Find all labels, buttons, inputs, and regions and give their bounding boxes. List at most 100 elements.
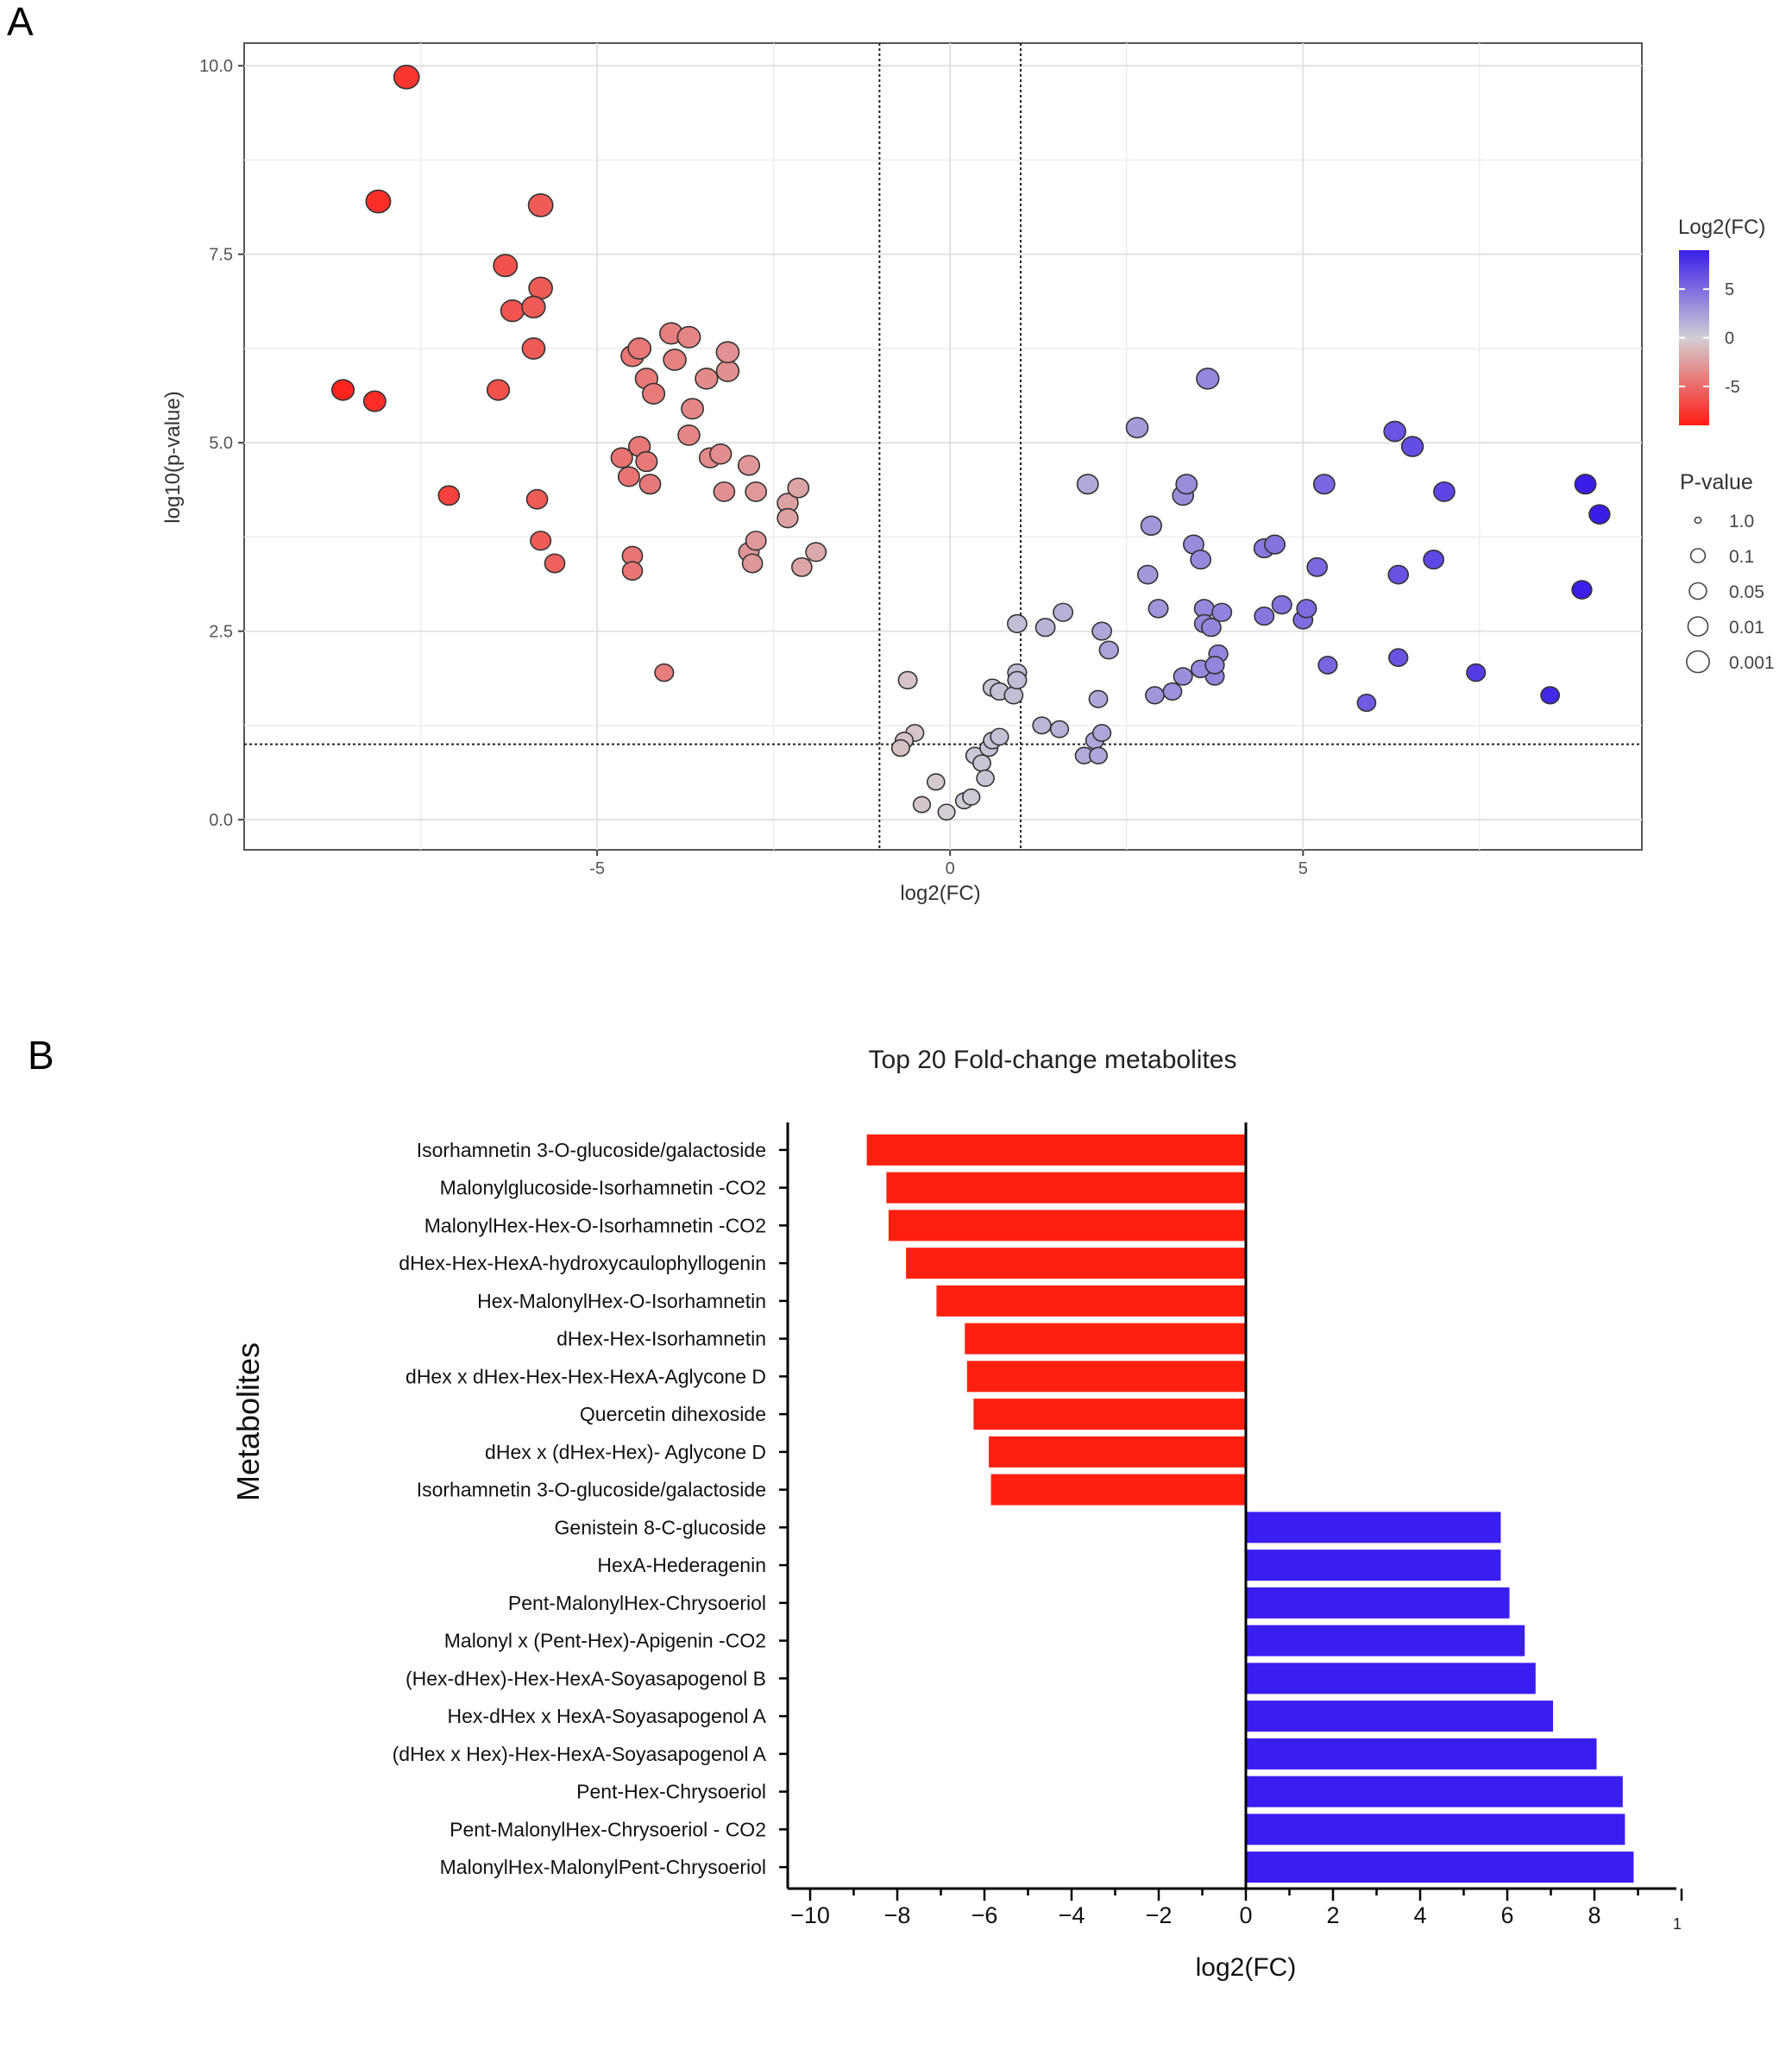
volcano-point-113 bbox=[1388, 648, 1409, 668]
bar-axes bbox=[779, 1122, 1683, 1901]
volcano-point-54 bbox=[937, 803, 956, 821]
legend-color-ticks: 5 0 -5 bbox=[1679, 280, 1740, 397]
bar-18 bbox=[1246, 1814, 1625, 1845]
volcano-point-99 bbox=[1211, 602, 1233, 622]
volcano-point-115 bbox=[1423, 550, 1445, 570]
bar-category-label-4: Hex-MalonylHex-O-Isorhamnetin bbox=[477, 1290, 766, 1312]
volcano-point-107 bbox=[1306, 556, 1328, 577]
bar-category-label-16: (dHex x Hex)-Hex-HexA-Soyasapogenol A bbox=[393, 1743, 767, 1765]
volcano-point-118 bbox=[1540, 686, 1561, 705]
volcano-point-9 bbox=[362, 390, 387, 412]
volcano-point-19 bbox=[638, 474, 662, 495]
y-tick-label-4: 10.0 bbox=[199, 57, 233, 76]
bar-category-label-2: MalonylHex-Hex-O-Isorhamnetin -CO2 bbox=[424, 1214, 766, 1236]
volcano-point-18 bbox=[635, 450, 658, 473]
volcano-point-86 bbox=[1162, 682, 1183, 701]
bar-10 bbox=[1246, 1512, 1501, 1543]
volcano-point-51 bbox=[890, 739, 910, 758]
volcano-point-14 bbox=[544, 553, 566, 574]
bar-category-label-11: HexA-Hederagenin bbox=[597, 1554, 766, 1576]
volcano-point-100 bbox=[1196, 368, 1220, 390]
volcano-point-79 bbox=[1098, 640, 1120, 660]
volcano-point-45 bbox=[787, 477, 810, 499]
bar-14 bbox=[1246, 1663, 1536, 1694]
volcano-point-67 bbox=[1007, 670, 1028, 690]
legend-size-swatch-2 bbox=[1688, 582, 1707, 600]
legend-size-swatch-4 bbox=[1686, 650, 1710, 674]
volcano-point-42 bbox=[741, 553, 764, 574]
volcano-point-120 bbox=[1574, 474, 1597, 495]
bar-x-tick-label-1: −8 bbox=[884, 1902, 911, 1928]
volcano-point-84 bbox=[1148, 599, 1169, 619]
volcano-point-101 bbox=[1254, 606, 1275, 626]
volcano-point-22 bbox=[654, 663, 675, 682]
bar-5 bbox=[965, 1323, 1246, 1355]
volcano-point-71 bbox=[1034, 618, 1056, 638]
volcano-point-75 bbox=[1089, 746, 1108, 764]
bar-category-label-10: Genistein 8-C-glucoside bbox=[555, 1516, 766, 1538]
bar-12 bbox=[1246, 1587, 1510, 1619]
volcano-points bbox=[330, 65, 1611, 821]
volcano-point-119 bbox=[1571, 580, 1593, 600]
volcano-point-37 bbox=[715, 341, 740, 364]
volcano-point-47 bbox=[805, 542, 827, 563]
bar-1 bbox=[886, 1172, 1246, 1204]
volcano-point-112 bbox=[1387, 564, 1410, 585]
panel-label-a: A bbox=[7, 0, 34, 44]
volcano-point-72 bbox=[1053, 602, 1074, 622]
volcano-point-1 bbox=[365, 189, 392, 214]
volcano-point-39 bbox=[745, 481, 768, 502]
bar-category-label-0: Isorhamnetin 3-O-glucoside/galactoside bbox=[417, 1139, 766, 1161]
volcano-point-69 bbox=[1032, 716, 1052, 735]
volcano-point-110 bbox=[1356, 694, 1377, 713]
legend-color-title: Log2(FC) bbox=[1678, 216, 1765, 239]
volcano-point-28 bbox=[676, 325, 701, 349]
legend-size-label-0: 1.0 bbox=[1729, 512, 1754, 531]
volcano-tick-labels: -5 0 5 0.0 2.5 5.0 7.5 10.0 bbox=[199, 57, 1308, 878]
volcano-point-94 bbox=[1201, 618, 1222, 638]
legend-size-label-2: 0.05 bbox=[1729, 582, 1764, 602]
volcano-point-80 bbox=[1076, 474, 1099, 495]
volcano-point-8 bbox=[330, 379, 355, 401]
volcano-y-axis-label: log10(p-value) bbox=[161, 391, 185, 523]
volcano-point-68 bbox=[1006, 613, 1028, 633]
bar-x-tick-label-0: −10 bbox=[790, 1902, 830, 1928]
bar-9 bbox=[990, 1474, 1246, 1506]
bar-11 bbox=[1246, 1550, 1501, 1581]
volcano-point-41 bbox=[745, 531, 767, 551]
volcano-point-117 bbox=[1466, 663, 1487, 682]
bar-x-tick-label-9: 8 bbox=[1588, 1902, 1600, 1928]
bar-category-label-9: Isorhamnetin 3-O-glucoside/galactoside bbox=[417, 1479, 766, 1501]
volcano-point-77 bbox=[1088, 689, 1109, 708]
volcano-point-78 bbox=[1091, 621, 1112, 641]
volcano-point-65 bbox=[1003, 686, 1024, 705]
volcano-point-59 bbox=[976, 769, 995, 788]
volcano-point-2 bbox=[527, 192, 554, 217]
volcano-point-82 bbox=[1136, 564, 1159, 585]
bar-x-tick-label-5: 0 bbox=[1239, 1902, 1252, 1928]
volcano-point-13 bbox=[530, 531, 552, 551]
bar-category-label-5: dHex-Hex-Isorhamnetin bbox=[556, 1328, 766, 1350]
bar-x-tick-label-7: 4 bbox=[1413, 1902, 1426, 1928]
volcano-point-52 bbox=[912, 795, 932, 814]
bar-17 bbox=[1246, 1776, 1623, 1807]
volcano-point-29 bbox=[663, 349, 687, 371]
volcano-point-21 bbox=[621, 561, 644, 582]
y-tick-label-1: 2.5 bbox=[209, 623, 233, 642]
volcano-point-89 bbox=[1175, 474, 1198, 495]
bar-x-tick-labels: −10 −8 −6 −4 −2 0 2 4 6 8 bbox=[790, 1902, 1600, 1928]
bar-x-tick-label-3: −4 bbox=[1059, 1902, 1085, 1928]
legend-color-tick-0: 5 bbox=[1725, 280, 1734, 299]
volcano-point-58 bbox=[972, 754, 991, 772]
volcano-point-109 bbox=[1317, 656, 1338, 675]
bar-category-label-15: Hex-dHex x HexA-Soyasapogenol A bbox=[448, 1705, 767, 1727]
bar-category-label-14: (Hex-dHex)-Hex-HexA-Soyasapogenol B bbox=[406, 1667, 766, 1689]
chart-x-axis-label: log2(FC) bbox=[1196, 1953, 1297, 1982]
bar-0 bbox=[866, 1134, 1246, 1166]
volcano-point-31 bbox=[677, 424, 701, 446]
volcano-point-53 bbox=[927, 773, 946, 791]
volcano-point-34 bbox=[713, 481, 736, 502]
volcano-point-98 bbox=[1204, 656, 1225, 675]
bar-x-tick-label-4: −2 bbox=[1146, 1902, 1173, 1928]
x-tick-label-2: 5 bbox=[1298, 859, 1308, 878]
